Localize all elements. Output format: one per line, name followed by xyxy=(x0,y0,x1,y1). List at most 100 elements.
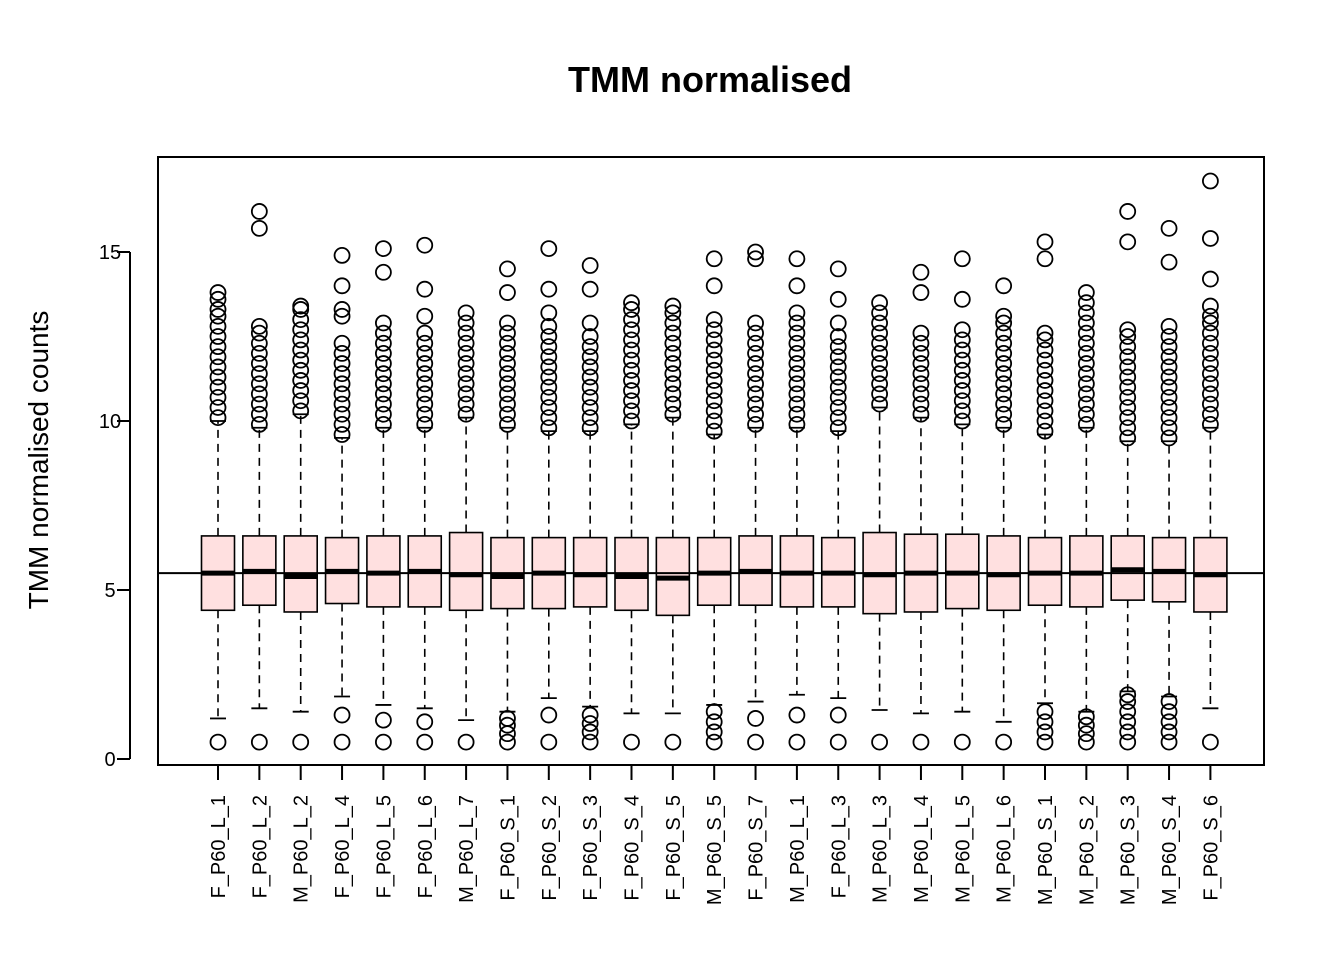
outlier-point xyxy=(1077,405,1095,423)
outlier-point xyxy=(664,365,682,383)
outlier-point xyxy=(333,246,351,264)
outlier-point xyxy=(1077,375,1095,393)
outlier-point xyxy=(250,405,268,423)
box-F_P60_S_2 xyxy=(531,240,567,751)
outlier-point xyxy=(499,260,516,278)
outlier-point xyxy=(374,375,392,393)
x-tick-label: F_P60_S_4 xyxy=(622,795,644,901)
outlier-point xyxy=(540,328,558,345)
outlier-point xyxy=(540,317,558,335)
outlier-point xyxy=(1160,399,1178,416)
outlier-point xyxy=(457,365,475,383)
outlier-point xyxy=(416,385,434,403)
outlier-point xyxy=(1119,409,1137,427)
box-F_P60_L_5 xyxy=(366,240,401,751)
outlier-point xyxy=(1036,392,1054,410)
outlier-point xyxy=(250,324,268,342)
outlier-point xyxy=(1119,693,1137,710)
outlier-point xyxy=(1160,733,1178,751)
x-tick-label: M_P60_S_5 xyxy=(704,795,726,905)
x-tick-label: F_P60_L_3 xyxy=(828,795,850,898)
outlier-point xyxy=(209,338,227,356)
outlier-point xyxy=(457,324,475,342)
outlier-point xyxy=(623,372,640,389)
outlier-point xyxy=(292,361,310,379)
outlier-point xyxy=(209,307,227,325)
x-tick-label: M_P60_L_3 xyxy=(870,795,892,903)
outlier-point xyxy=(788,365,806,383)
outlier-point xyxy=(581,328,599,345)
outlier-point xyxy=(953,331,971,349)
outlier-point xyxy=(912,284,930,301)
box-F_P60_S_6 xyxy=(1193,172,1228,751)
outlier-point xyxy=(209,388,227,406)
outlier-point xyxy=(829,378,847,396)
outlier-point xyxy=(1077,294,1095,312)
outlier-point xyxy=(995,277,1013,295)
x-tick-label: M_P60_S_3 xyxy=(1118,795,1140,905)
outlier-point xyxy=(1036,402,1054,420)
outlier-point xyxy=(292,372,310,389)
outlier-point xyxy=(664,344,682,362)
outlier-point xyxy=(1077,385,1095,403)
outlier-point xyxy=(581,358,599,376)
outlier-point xyxy=(581,715,599,732)
outlier-point xyxy=(1160,723,1178,741)
outlier-point xyxy=(788,314,806,332)
outlier-point xyxy=(623,311,640,329)
outlier-point xyxy=(1160,358,1178,376)
box-F_P60_S_7 xyxy=(738,243,773,751)
outlier-point xyxy=(788,355,806,372)
outlier-point xyxy=(705,341,723,359)
outlier-point xyxy=(292,733,310,751)
box-M_P60_L_4 xyxy=(903,263,939,751)
outlier-point xyxy=(1160,338,1178,356)
outlier-point xyxy=(995,395,1013,413)
outlier-point xyxy=(209,358,227,376)
outlier-point xyxy=(416,395,434,413)
outlier-point xyxy=(1202,355,1219,372)
outlier-point xyxy=(1160,693,1178,710)
outlier-point xyxy=(209,409,227,427)
outlier-point xyxy=(1202,297,1219,315)
box-M_P60_S_4 xyxy=(1151,219,1187,751)
outlier-point xyxy=(581,733,599,751)
box-M_P60_L_3 xyxy=(862,294,897,751)
x-tick-label: M_P60_L_6 xyxy=(994,795,1016,903)
outlier-point xyxy=(953,250,971,268)
outlier-point xyxy=(664,355,682,372)
outlier-point xyxy=(871,375,888,393)
outlier-point xyxy=(664,334,682,352)
outlier-point xyxy=(1119,419,1137,437)
outlier-point xyxy=(829,338,847,356)
outlier-point xyxy=(788,395,806,413)
outlier-point xyxy=(374,263,392,281)
outlier-point xyxy=(250,334,268,352)
box-M_P60_S_3 xyxy=(1110,203,1145,751)
outlier-point xyxy=(871,314,888,332)
outlier-point xyxy=(499,405,516,423)
outlier-point xyxy=(829,419,847,437)
outlier-point xyxy=(871,334,888,352)
outlier-point xyxy=(788,304,806,322)
outlier-point xyxy=(747,355,764,372)
outlier-point xyxy=(499,324,516,342)
outlier-point xyxy=(788,405,806,423)
outlier-point xyxy=(1077,304,1095,322)
box-F_P60_S_3 xyxy=(572,257,608,751)
outlier-point xyxy=(209,378,227,396)
outlier-point xyxy=(416,415,434,433)
outlier-point xyxy=(747,415,764,433)
outlier-point xyxy=(995,344,1013,362)
outlier-point xyxy=(912,733,930,751)
outlier-point xyxy=(1202,365,1219,383)
outlier-point xyxy=(499,710,516,727)
outlier-point xyxy=(540,733,558,751)
y-axis-label: TMM normalised counts xyxy=(23,311,54,610)
outlier-point xyxy=(829,706,847,724)
outlier-point xyxy=(250,317,268,335)
outlier-point xyxy=(623,331,640,349)
chart-title: TMM normalised xyxy=(568,59,852,100)
outlier-point xyxy=(374,240,392,258)
box-F_P60_S_4 xyxy=(614,294,649,751)
